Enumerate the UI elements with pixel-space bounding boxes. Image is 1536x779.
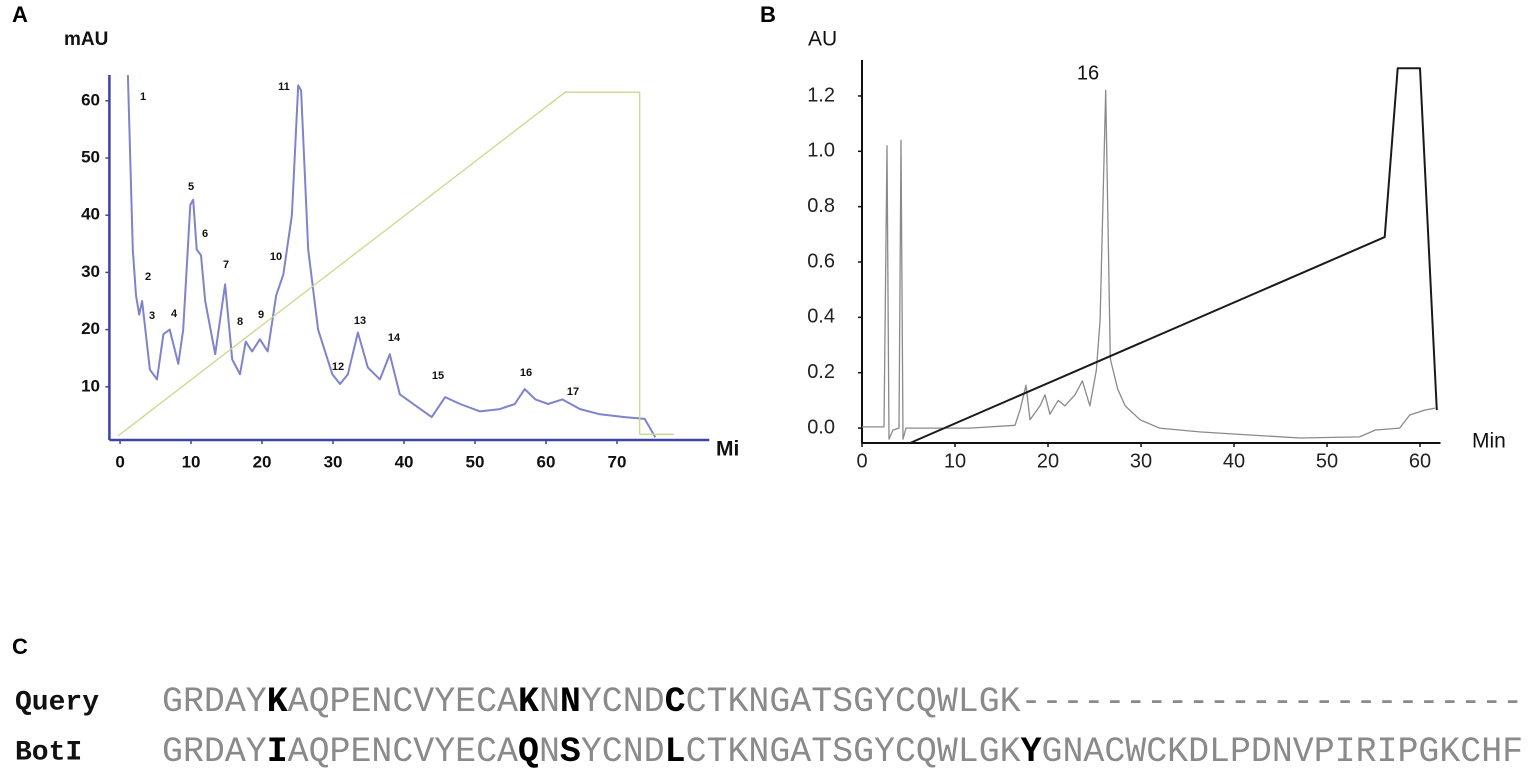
- residue-segment: L: [665, 733, 686, 772]
- peak-label: 16: [520, 367, 532, 379]
- x-axis-label: Min: [1472, 430, 1506, 453]
- peak-label: 6: [202, 228, 208, 240]
- x-tick-label: 20: [1037, 450, 1059, 472]
- peak-label: 5: [188, 181, 194, 193]
- y-tick-label: 60: [81, 90, 100, 109]
- y-tick-label: 20: [81, 319, 100, 338]
- x-tick-label: 40: [1223, 450, 1245, 472]
- peak-label: 12: [332, 361, 344, 373]
- peak-label: 8: [237, 316, 243, 328]
- residue-segment: AQPENCVYECA: [288, 733, 518, 772]
- sequence: GRDAYIAQPENCVYECAQNSYCNDLCTKNGATSGYCQWLG…: [162, 733, 1523, 772]
- x-tick-label: 70: [608, 452, 627, 471]
- y-tick-label: 0.4: [807, 306, 835, 328]
- panel-label: C: [12, 634, 28, 659]
- peak-label: 10: [270, 251, 282, 263]
- residue-segment: I: [267, 733, 288, 772]
- y-axis-label: AU: [808, 28, 837, 51]
- x-tick-label: 10: [182, 452, 201, 471]
- y-tick-label: 0.2: [807, 361, 835, 383]
- x-axis-label: Mi: [716, 438, 739, 461]
- residue-segment: K: [518, 683, 539, 722]
- residue-segment: S: [560, 733, 581, 772]
- residue-segment: CTKNGATSGYCQWLGK: [686, 733, 1021, 772]
- residue-segment: GNACWCKDLPDNVPIRIPGKCHF: [1042, 733, 1524, 772]
- y-tick-label: 30: [81, 262, 100, 281]
- x-tick-label: 40: [395, 452, 414, 471]
- residue-segment: AQPENCVYECA: [288, 683, 518, 722]
- peak-label: 3: [149, 310, 155, 322]
- residue-segment: K: [267, 683, 288, 722]
- residue-segment: GRDAY: [162, 683, 267, 722]
- x-tick-label: 10: [944, 450, 966, 472]
- peak-label: 14: [388, 332, 401, 344]
- y-axis-label: mAU: [64, 29, 108, 50]
- x-tick-label: 60: [1409, 450, 1431, 472]
- x-tick-label: 20: [253, 452, 272, 471]
- peak-label: 15: [432, 370, 444, 382]
- peak-label: 2: [145, 271, 151, 283]
- y-tick-label: 0.6: [807, 250, 835, 272]
- y-tick-label: 50: [81, 147, 100, 166]
- residue-segment: CTKNGATSGYCQWLGK: [686, 683, 1021, 722]
- y-tick-label: 40: [81, 205, 100, 224]
- x-tick-label: 0: [115, 452, 124, 471]
- residue-segment: Q: [518, 733, 539, 772]
- sequence: GRDAYKAQPENCVYECAKNNYCNDCCTKNGATSGYCQWLG…: [162, 683, 1523, 722]
- residue-segment: GRDAY: [162, 733, 267, 772]
- peak-label: 13: [354, 315, 366, 327]
- peak-label: 7: [223, 259, 229, 271]
- y-tick-label: 0.0: [807, 416, 835, 438]
- peak-label: 1: [140, 91, 146, 103]
- residue-segment: N: [539, 683, 560, 722]
- residue-segment: N: [539, 733, 560, 772]
- series-line: [910, 68, 1437, 443]
- residue-segment: C: [665, 683, 686, 722]
- y-tick-label: 10: [81, 376, 100, 395]
- x-tick-label: 0: [856, 450, 867, 472]
- panel-label: A: [12, 2, 28, 27]
- x-tick-label: 30: [1130, 450, 1152, 472]
- series-line: [862, 90, 1435, 439]
- series-line: [128, 75, 655, 437]
- x-tick-label: 60: [537, 452, 556, 471]
- peak-label: 16: [1077, 62, 1099, 84]
- panel-label: B: [760, 2, 776, 27]
- sequence-name: Query: [15, 687, 99, 718]
- residue-segment: YCND: [581, 733, 665, 772]
- residue-segment: Y: [1021, 733, 1042, 772]
- x-tick-label: 50: [466, 452, 485, 471]
- y-tick-label: 0.8: [807, 195, 835, 217]
- sequence-name: BotI: [15, 737, 82, 768]
- y-tick-label: 1.0: [807, 140, 835, 162]
- residue-segment: N: [560, 683, 581, 722]
- peak-label: 17: [567, 386, 579, 398]
- y-tick-label: 1.2: [807, 84, 835, 106]
- peak-label: 9: [258, 309, 264, 321]
- peak-label: 4: [171, 308, 178, 320]
- x-tick-label: 50: [1316, 450, 1338, 472]
- residue-segment: YCND: [581, 683, 665, 722]
- x-tick-label: 30: [324, 452, 343, 471]
- peak-label: 11: [278, 81, 290, 93]
- residue-segment: ------------------------: [1021, 683, 1524, 722]
